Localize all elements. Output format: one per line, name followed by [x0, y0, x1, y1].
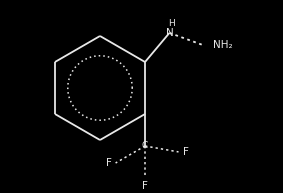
Text: NH₂: NH₂ — [213, 40, 233, 50]
Text: F: F — [183, 147, 188, 157]
Text: F: F — [106, 158, 112, 168]
Text: C: C — [142, 141, 148, 151]
Text: H: H — [168, 19, 175, 28]
Text: N: N — [166, 28, 173, 38]
Text: F: F — [142, 181, 148, 191]
